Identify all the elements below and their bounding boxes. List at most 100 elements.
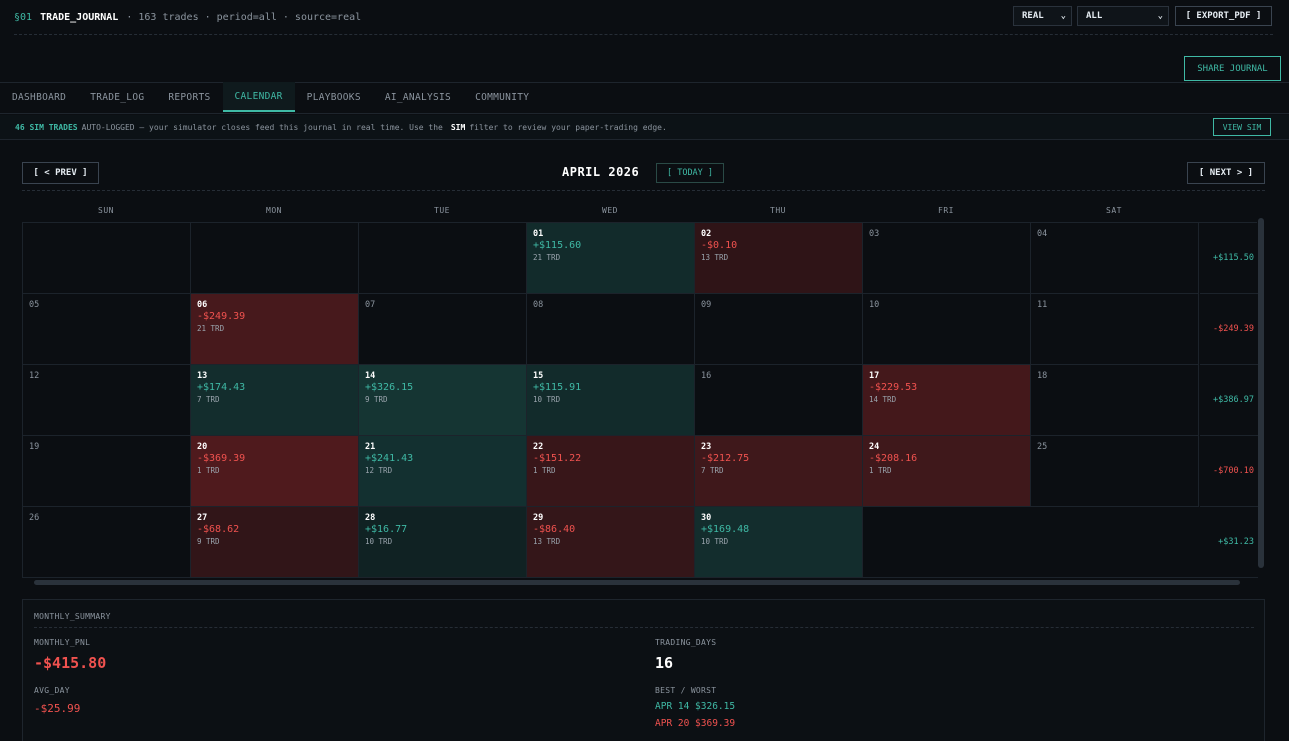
calendar-day-cell[interactable] bbox=[359, 223, 527, 294]
monthly-pnl-value: -$415.80 bbox=[34, 654, 107, 672]
tab-community[interactable]: COMMUNITY bbox=[475, 91, 530, 103]
summary-title: MONTHLY_SUMMARY bbox=[34, 612, 111, 621]
day-number: 21 bbox=[365, 442, 376, 452]
next-month-button[interactable]: [ NEXT > ] bbox=[1187, 162, 1265, 184]
sim-banner: 46 SIM TRADES AUTO-LOGGED — your simulat… bbox=[0, 115, 1289, 140]
tab-reports[interactable]: REPORTS bbox=[168, 91, 211, 103]
period-select-value: ALL bbox=[1086, 11, 1103, 21]
calendar-day-cell[interactable]: 05 bbox=[23, 294, 191, 365]
nav-tabs: DASHBOARD TRADE_LOG REPORTS CALENDAR PLA… bbox=[0, 82, 541, 112]
calendar-day-cell[interactable]: 15 +$115.91 10 TRD bbox=[527, 365, 695, 436]
source-select[interactable]: REAL ⌄ bbox=[1013, 6, 1072, 26]
calendar-day-cell[interactable]: 10 bbox=[863, 294, 1031, 365]
day-pnl: +$241.43 bbox=[365, 453, 414, 464]
share-journal-button[interactable]: SHARE JOURNAL bbox=[1184, 56, 1281, 81]
horizontal-scrollbar[interactable] bbox=[24, 579, 1256, 586]
day-number: 30 bbox=[701, 513, 712, 523]
tab-playbooks[interactable]: PLAYBOOKS bbox=[306, 91, 361, 103]
calendar-day-cell[interactable]: 28 +$16.77 10 TRD bbox=[359, 507, 527, 578]
monthly-summary-panel: MONTHLY_SUMMARY MONTHLY_PNL -$415.80 AVG… bbox=[22, 599, 1265, 741]
vertical-scrollbar[interactable] bbox=[1257, 212, 1265, 578]
calendar-day-cell[interactable]: 07 bbox=[359, 294, 527, 365]
calendar-day-cell[interactable] bbox=[191, 223, 359, 294]
day-number: 26 bbox=[29, 513, 40, 523]
calendar-day-cell[interactable]: 01 +$115.60 21 TRD bbox=[527, 223, 695, 294]
calendar-day-cell[interactable]: 22 -$151.22 1 TRD bbox=[527, 436, 695, 507]
horizontal-scroll-thumb[interactable] bbox=[34, 580, 1240, 585]
nav-top-border bbox=[0, 82, 1289, 83]
calendar-day-cell[interactable]: 08 bbox=[527, 294, 695, 365]
day-pnl: -$249.39 bbox=[197, 311, 246, 322]
calendar-day-cell[interactable]: 25 bbox=[1031, 436, 1199, 507]
calendar-day-cell[interactable]: 02 -$0.10 13 TRD bbox=[695, 223, 863, 294]
day-trade-count: 10 TRD bbox=[533, 395, 561, 404]
calendar-day-cell[interactable]: 20 -$369.39 1 TRD bbox=[191, 436, 359, 507]
day-trade-count: 13 TRD bbox=[533, 537, 561, 546]
weekday-wed: WED bbox=[602, 206, 618, 215]
period-select[interactable]: ALL ⌄ bbox=[1077, 6, 1169, 26]
day-number: 11 bbox=[1037, 300, 1048, 310]
day-number: 17 bbox=[869, 371, 880, 381]
tab-calendar[interactable]: CALENDAR bbox=[222, 82, 295, 112]
calendar-day-cell[interactable]: 04 bbox=[1031, 223, 1199, 294]
calendar-day-cell[interactable]: 14 +$326.15 9 TRD bbox=[359, 365, 527, 436]
week-total: -$700.10 bbox=[1200, 436, 1258, 507]
calendar-day-cell[interactable]: 24 -$208.16 1 TRD bbox=[863, 436, 1031, 507]
page-meta: · 163 trades · period=all · source=real bbox=[126, 11, 362, 23]
day-pnl: -$68.62 bbox=[197, 524, 240, 535]
avg-day-label: AVG_DAY bbox=[34, 686, 70, 695]
calendar-day-cell[interactable]: 12 bbox=[23, 365, 191, 436]
section-number: §01 bbox=[14, 11, 33, 23]
day-pnl: -$208.16 bbox=[869, 453, 918, 464]
calendar-day-cell[interactable]: 18 bbox=[1031, 365, 1199, 436]
day-number: 01 bbox=[533, 229, 544, 239]
week-total: +$31.23 bbox=[1200, 507, 1258, 578]
calendar-day-cell[interactable]: 06 -$249.39 21 TRD bbox=[191, 294, 359, 365]
calendar-day-cell bbox=[1031, 507, 1199, 578]
weekday-thu: THU bbox=[770, 206, 786, 215]
calendar-day-cell[interactable]: 26 bbox=[23, 507, 191, 578]
day-number: 04 bbox=[1037, 229, 1048, 239]
calendar-day-cell[interactable] bbox=[23, 223, 191, 294]
day-number: 14 bbox=[365, 371, 376, 381]
tab-trade-log[interactable]: TRADE_LOG bbox=[90, 91, 145, 103]
nav-bottom-border bbox=[0, 113, 1289, 114]
calendar-day-cell[interactable]: 29 -$86.40 13 TRD bbox=[527, 507, 695, 578]
calendar-day-cell[interactable]: 17 -$229.53 14 TRD bbox=[863, 365, 1031, 436]
weekday-sun: SUN bbox=[98, 206, 114, 215]
day-pnl: -$229.53 bbox=[869, 382, 918, 393]
calendar-day-cell[interactable]: 27 -$68.62 9 TRD bbox=[191, 507, 359, 578]
calendar-day-cell[interactable]: 03 bbox=[863, 223, 1031, 294]
weekday-mon: MON bbox=[266, 206, 282, 215]
avg-day-value: -$25.99 bbox=[34, 702, 81, 715]
vertical-scroll-thumb[interactable] bbox=[1258, 218, 1264, 568]
calendar-day-cell[interactable]: 23 -$212.75 7 TRD bbox=[695, 436, 863, 507]
tab-dashboard[interactable]: DASHBOARD bbox=[12, 91, 67, 103]
calendar-day-cell[interactable]: 09 bbox=[695, 294, 863, 365]
view-sim-button[interactable]: VIEW SIM bbox=[1213, 118, 1271, 136]
calendar-day-cell[interactable]: 30 +$169.48 10 TRD bbox=[695, 507, 863, 578]
weekday-fri: FRI bbox=[938, 206, 954, 215]
calendar-day-cell[interactable]: 13 +$174.43 7 TRD bbox=[191, 365, 359, 436]
day-number: 18 bbox=[1037, 371, 1048, 381]
prev-month-button[interactable]: [ < PREV ] bbox=[22, 162, 99, 184]
day-number: 12 bbox=[29, 371, 40, 381]
day-pnl: -$151.22 bbox=[533, 453, 582, 464]
calendar-day-cell bbox=[863, 507, 1031, 578]
day-number: 07 bbox=[365, 300, 376, 310]
calendar-day-cell[interactable]: 16 bbox=[695, 365, 863, 436]
calendar-day-cell[interactable]: 21 +$241.43 12 TRD bbox=[359, 436, 527, 507]
day-pnl: +$115.91 bbox=[533, 382, 582, 393]
chevron-down-icon: ⌄ bbox=[1157, 11, 1163, 21]
calendar-day-cell[interactable]: 19 bbox=[23, 436, 191, 507]
header-divider bbox=[14, 34, 1273, 35]
day-number: 27 bbox=[197, 513, 208, 523]
tab-ai-analysis[interactable]: AI_ANALYSIS bbox=[384, 91, 452, 103]
day-number: 23 bbox=[701, 442, 712, 452]
calendar-day-cell[interactable]: 11 bbox=[1031, 294, 1199, 365]
today-button[interactable]: [ TODAY ] bbox=[656, 163, 724, 183]
day-trade-count: 1 TRD bbox=[533, 466, 556, 475]
day-trade-count: 1 TRD bbox=[197, 466, 220, 475]
day-number: 25 bbox=[1037, 442, 1048, 452]
export-pdf-button[interactable]: [ EXPORT_PDF ] bbox=[1175, 6, 1272, 26]
